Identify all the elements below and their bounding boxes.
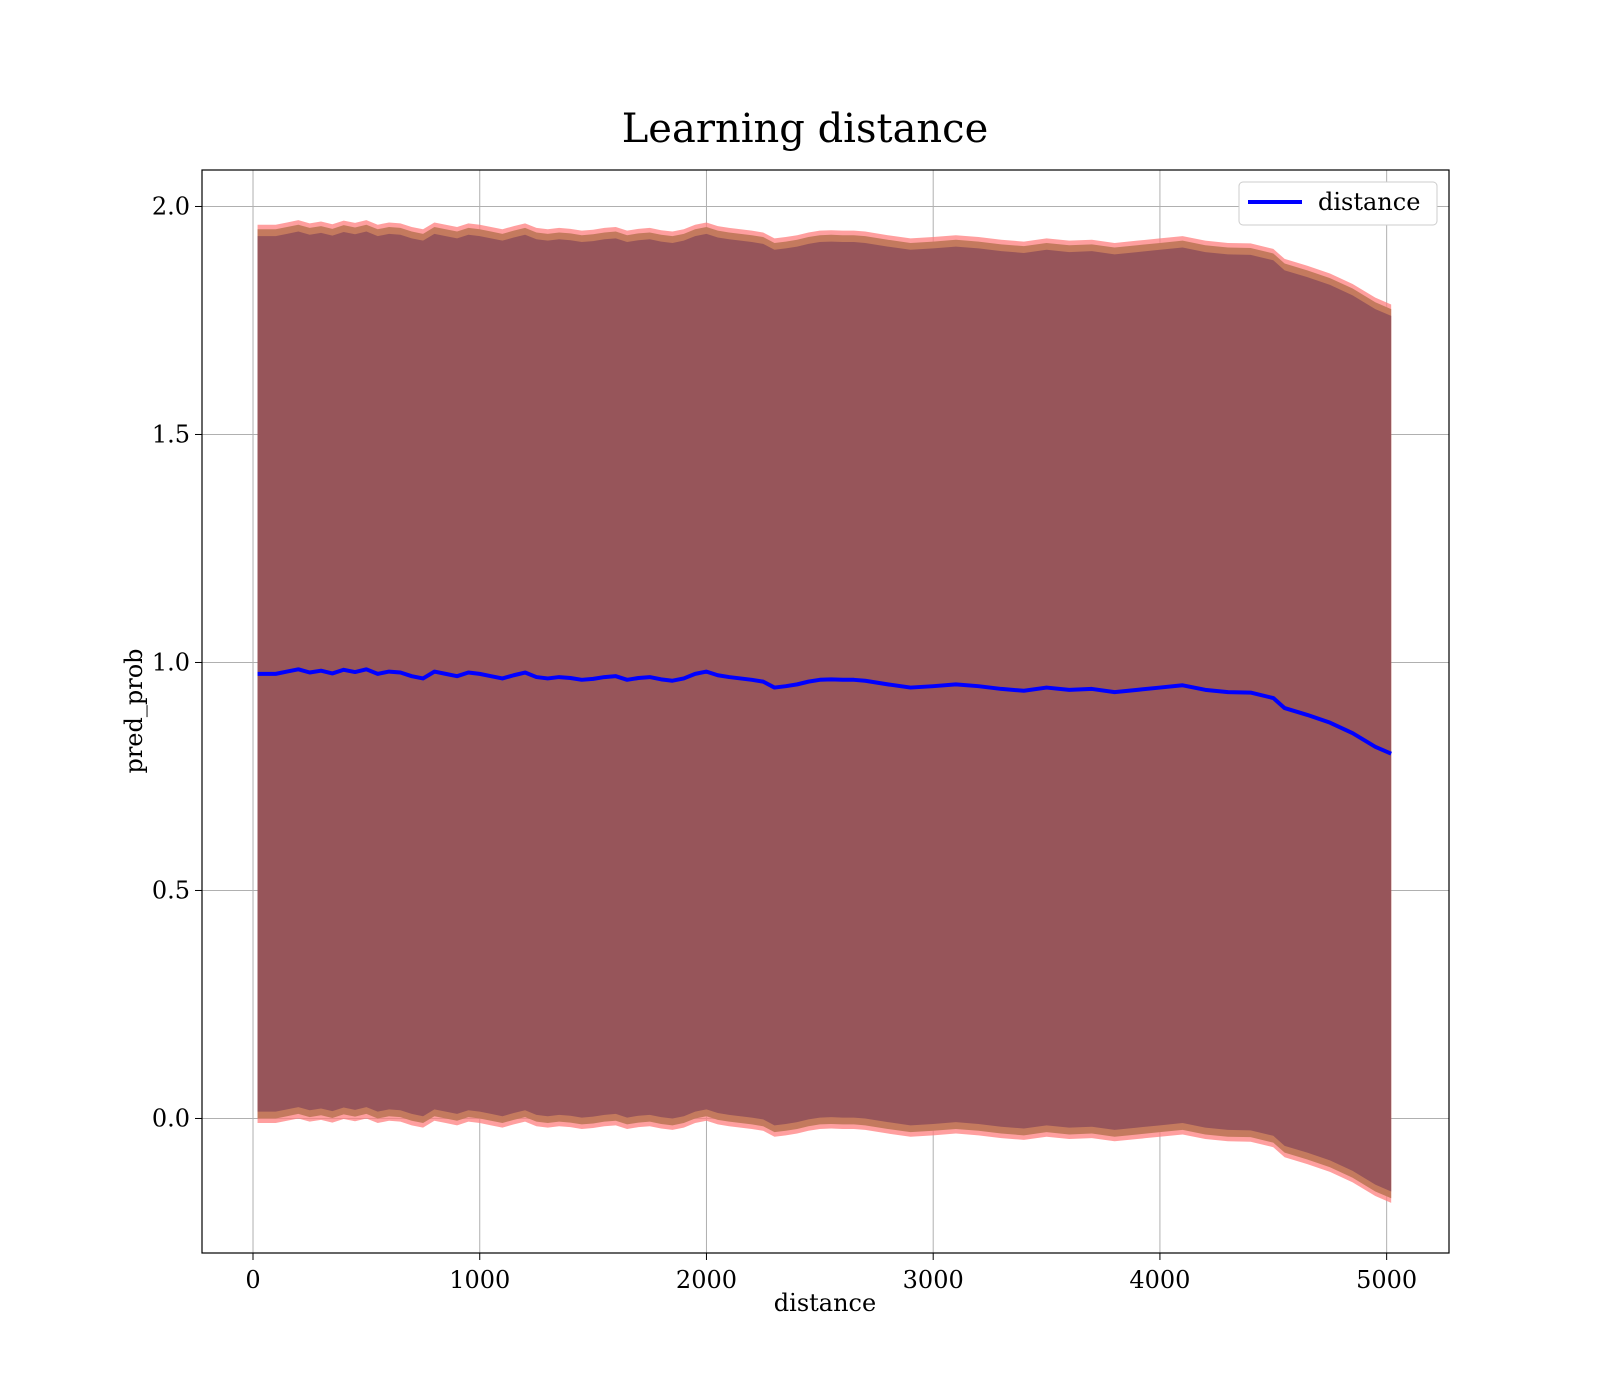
x-tick-label: 1000 (449, 1266, 510, 1294)
x-tick-label: 3000 (903, 1266, 964, 1294)
y-tick-label: 1.0 (152, 648, 190, 676)
y-tick-label: 2.0 (152, 192, 190, 220)
plot-frame (201, 169, 1450, 1254)
band-inner (257, 231, 1392, 1192)
series-lines (257, 667, 1392, 756)
legend: distance (1238, 181, 1438, 226)
x-tick-label: 4000 (1129, 1266, 1190, 1294)
x-tick-label: 5000 (1356, 1266, 1417, 1294)
x-axis-label: distance (774, 1289, 876, 1317)
series-line-distance (257, 667, 1392, 756)
y-tick-label: 0.0 (152, 1104, 190, 1132)
x-tick-label: 2000 (676, 1266, 737, 1294)
y-axis-label: pred_prob (120, 648, 148, 773)
ticks: 0 1000 2000 3000 4000 5000 0.0 0.5 1.0 1.5 2.0 (152, 192, 1417, 1294)
chart-title: Learning distance (622, 106, 989, 152)
legend-box (1238, 181, 1438, 226)
confidence-bands (257, 220, 1392, 1203)
legend-label-distance: distance (1318, 188, 1420, 216)
x-tick-label: 0 (245, 1266, 260, 1294)
y-tick-label: 0.5 (152, 876, 190, 904)
y-tick-label: 1.5 (152, 420, 190, 448)
